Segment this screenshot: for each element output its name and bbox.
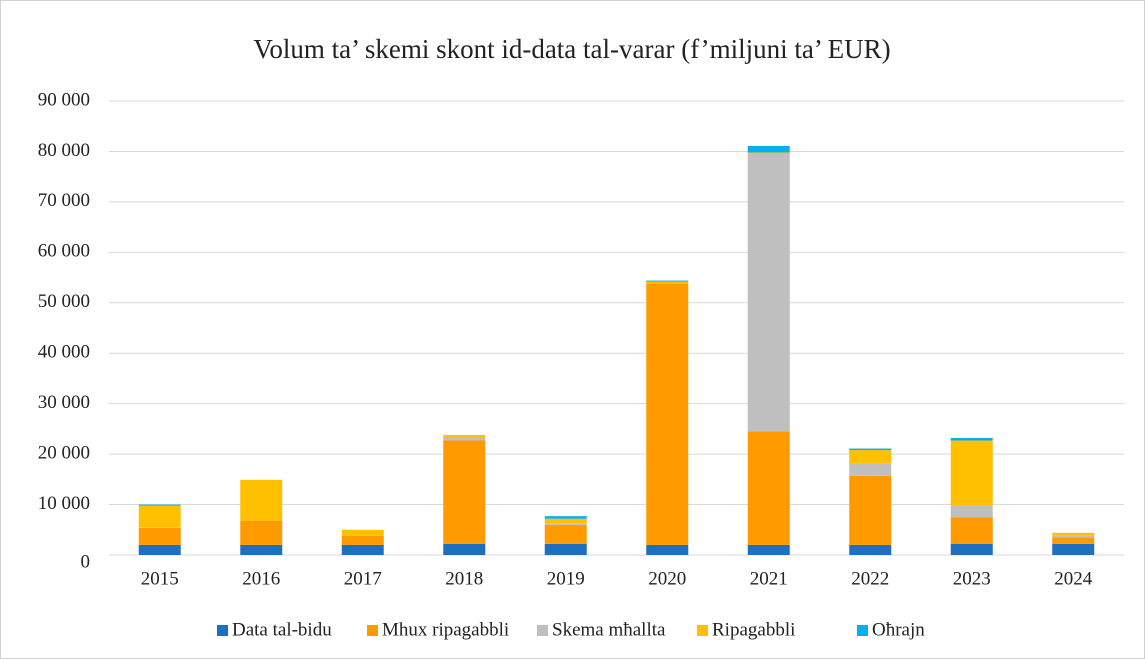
chart-title: Volum ta’ skemi skont id-data tal-varar … bbox=[253, 34, 890, 64]
legend-label: Mhux ripagabbli bbox=[382, 619, 509, 640]
bar-segment bbox=[646, 281, 689, 284]
y-tick-label: 90 000 bbox=[38, 89, 90, 110]
x-tick-label: 2018 bbox=[445, 568, 483, 589]
x-tick-label: 2016 bbox=[242, 568, 280, 589]
bar-segment bbox=[747, 145, 790, 153]
bar-segment bbox=[646, 280, 689, 282]
x-tick-label: 2015 bbox=[141, 568, 179, 589]
bar-segment bbox=[544, 523, 587, 525]
y-tick-label: 20 000 bbox=[38, 442, 90, 463]
legend-label: Skema mħallta bbox=[552, 619, 666, 640]
bar-segment bbox=[950, 543, 993, 555]
y-tick-label: 70 000 bbox=[38, 190, 90, 211]
legend-swatch bbox=[537, 625, 548, 636]
bar-segment bbox=[240, 520, 283, 545]
bar-segment bbox=[849, 450, 892, 464]
bar-segment bbox=[849, 475, 892, 545]
bar-segment bbox=[138, 505, 181, 528]
y-tick-label: 40 000 bbox=[38, 342, 90, 363]
bar-segment bbox=[544, 516, 587, 519]
bar-segment bbox=[747, 152, 790, 154]
legend-swatch bbox=[217, 625, 228, 636]
x-tick-label: 2024 bbox=[1054, 568, 1093, 589]
x-tick-label: 2022 bbox=[851, 568, 889, 589]
bar-segment bbox=[138, 544, 181, 555]
bar-segment bbox=[646, 544, 689, 555]
legend-label: Ripagabbli bbox=[712, 619, 795, 640]
bar-segment bbox=[544, 524, 587, 544]
y-tick-label: 30 000 bbox=[38, 392, 90, 413]
bar-segment bbox=[1052, 543, 1095, 555]
bar-segment bbox=[950, 440, 993, 506]
x-tick-label: 2021 bbox=[750, 568, 788, 589]
legend-swatch bbox=[857, 625, 868, 636]
bar-segment bbox=[849, 448, 892, 451]
bar-segment bbox=[747, 153, 790, 432]
y-tick-label: 0 bbox=[81, 551, 91, 572]
bar-segment bbox=[240, 479, 283, 521]
bar-segment bbox=[443, 434, 486, 438]
x-tick-label: 2023 bbox=[953, 568, 991, 589]
bar-segment bbox=[341, 529, 384, 536]
bar-segment bbox=[443, 543, 486, 555]
legend-swatch bbox=[367, 625, 378, 636]
bar-segment bbox=[544, 543, 587, 555]
bar-segment bbox=[341, 535, 384, 545]
bar-segment bbox=[443, 440, 486, 544]
bar-segment bbox=[544, 518, 587, 524]
y-tick-label: 60 000 bbox=[38, 241, 90, 262]
legend-swatch bbox=[697, 625, 708, 636]
bar-segment bbox=[950, 437, 993, 441]
bar-segment bbox=[950, 505, 993, 518]
bar-segment bbox=[443, 437, 486, 441]
x-tick-label: 2019 bbox=[547, 568, 585, 589]
bar-segment bbox=[1052, 535, 1095, 538]
bar-segment bbox=[138, 527, 181, 528]
bar-segment bbox=[138, 527, 181, 545]
bar-segment bbox=[341, 544, 384, 555]
bar-segment bbox=[1052, 532, 1095, 536]
bar-segment bbox=[950, 517, 993, 544]
bar-segment bbox=[138, 504, 181, 506]
bar-segment bbox=[747, 544, 790, 555]
bar-segment bbox=[240, 544, 283, 555]
y-tick-label: 50 000 bbox=[38, 291, 90, 312]
x-tick-label: 2020 bbox=[648, 568, 686, 589]
bar-segment bbox=[646, 283, 689, 545]
bar-segment bbox=[849, 463, 892, 476]
bar-segment bbox=[849, 544, 892, 555]
bar-segment bbox=[1052, 537, 1095, 544]
legend-label: Data tal-bidu bbox=[232, 619, 332, 640]
x-tick-label: 2017 bbox=[344, 568, 382, 589]
y-tick-label: 80 000 bbox=[38, 140, 90, 161]
bar-segment bbox=[747, 431, 790, 545]
legend-label: Oħrajn bbox=[872, 619, 925, 640]
y-tick-label: 10 000 bbox=[38, 493, 90, 514]
